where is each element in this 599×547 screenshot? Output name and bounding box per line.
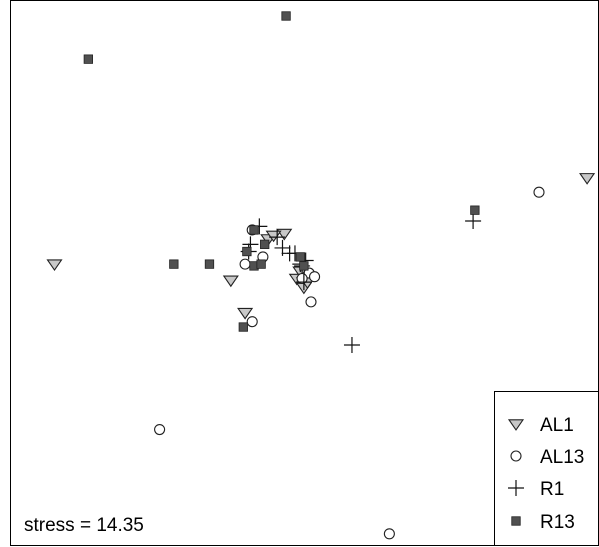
point-r13-12 (256, 259, 266, 269)
point-r13-1 (281, 11, 291, 21)
point-al13-1 (533, 186, 545, 198)
point-al13-10 (154, 423, 166, 436)
point-r13-8 (295, 252, 305, 262)
point-r1-8 (281, 245, 298, 262)
legend-item-r13: R13 (511, 512, 575, 533)
legend-label-r13: R13 (540, 512, 575, 533)
point-r13-7 (299, 261, 309, 271)
legend-triangle-marker (507, 419, 525, 431)
legend-item-al13: AL13 (510, 447, 584, 468)
point-al13-4 (239, 258, 251, 270)
series-r13 (83, 11, 480, 332)
point-r13-4 (249, 225, 259, 235)
point-al13-9 (246, 316, 258, 328)
point-al1-11 (237, 307, 254, 320)
stress-annotation: stress = 14.35 (24, 515, 144, 536)
points-layer (46, 11, 596, 540)
series-r1 (240, 212, 482, 354)
point-r1-3 (269, 229, 286, 246)
legend-circle-marker (510, 450, 522, 462)
legend-symbol-square (511, 516, 521, 526)
legend-symbol-circle (510, 450, 522, 462)
point-al13-7 (309, 271, 321, 283)
series-al13 (154, 186, 545, 540)
point-r13-11 (169, 259, 179, 269)
legend-label-al13: AL13 (540, 447, 584, 468)
legend-plus-marker (508, 480, 524, 496)
legend-item-r1: R1 (508, 479, 564, 500)
point-r1-13 (343, 337, 360, 354)
point-r1-12 (295, 274, 312, 291)
point-al1-10 (222, 275, 239, 288)
point-r13-2 (83, 54, 93, 64)
point-al1-4 (276, 228, 293, 241)
point-al1-1 (46, 259, 63, 272)
legend-square-marker (511, 516, 521, 526)
point-r13-3 (470, 205, 480, 215)
legend-symbol-triangle-down (507, 419, 525, 431)
point-r13-13 (238, 322, 248, 332)
legend-symbol-plus (508, 480, 524, 496)
point-al1-2 (579, 173, 596, 185)
legend: AL1 AL13 R1 R13 (494, 391, 599, 546)
point-r1-1 (465, 212, 482, 229)
legend-items: AL1 AL13 R1 R13 (507, 415, 584, 533)
point-r13-6 (242, 246, 252, 257)
legend-label-r1: R1 (540, 479, 564, 500)
point-r13-10 (204, 259, 215, 269)
point-al13-8 (305, 296, 317, 308)
legend-item-al1: AL1 (507, 415, 574, 436)
point-r13-5 (260, 239, 270, 249)
legend-label-al1: AL1 (540, 415, 574, 436)
series-al1 (46, 173, 596, 320)
point-al13-11 (383, 528, 395, 540)
